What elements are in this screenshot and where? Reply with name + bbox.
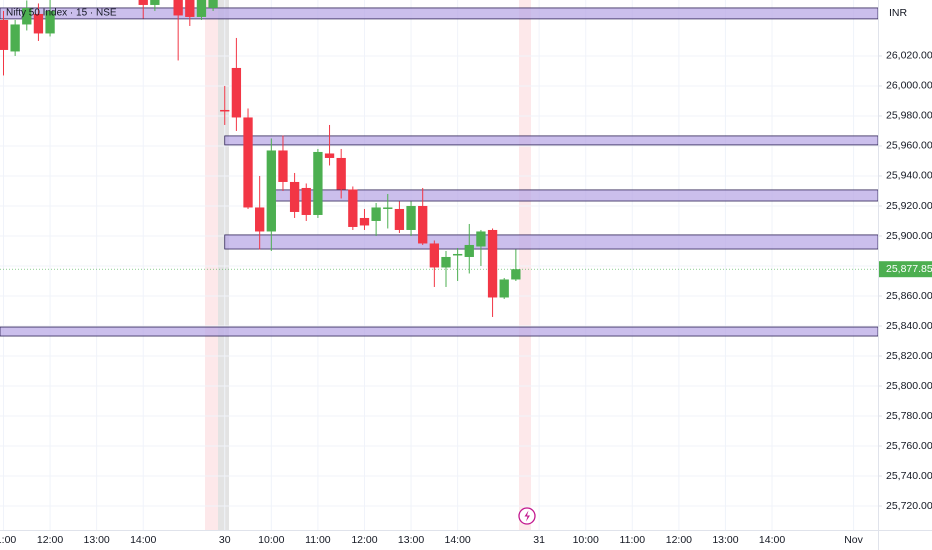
x-tick-label: 10:00 [258,534,284,546]
x-tick-label: 11:00 [620,534,646,546]
zone [224,135,879,146]
x-tick-label: Nov [844,534,863,546]
candle-body [231,67,242,118]
y-tick-label: 25,980.00 [886,110,932,122]
candle-body [499,279,509,298]
candle-body [33,13,44,34]
x-tick-label: 14:00 [444,534,470,546]
candle-body [0,19,9,50]
last-price-box [879,261,932,278]
y-tick-label: 25,820.00 [886,350,932,362]
candle-body [266,150,276,232]
x-tick-label: 12:00 [37,534,63,546]
candle-body [336,157,346,190]
candle-body [173,0,183,16]
candle-body [313,151,323,215]
candle-body [278,150,288,182]
x-tick-label: 13:00 [84,534,110,546]
candle-body [441,256,451,268]
x-tick-label: 14:00 [130,534,156,546]
y-tick-label: 25,800.00 [886,380,932,392]
candle-body [418,205,428,244]
last-price-label: 25,877.85 [886,263,932,275]
candle-body [150,0,160,5]
x-tick-label: 11:00 [305,534,331,546]
candle-body [324,153,335,158]
candle-body [301,187,311,215]
candle-body [138,0,148,5]
chart-title: Nifty 50 Index · 15 · NSE [6,8,117,19]
x-tick-label: 13:00 [398,534,424,546]
x-tick-label: 12:00 [666,534,692,546]
zones [0,7,879,337]
candle-body [196,0,207,17]
y-tick-label: 25,920.00 [886,200,932,212]
y-tick-label: 25,760.00 [886,440,932,452]
axes: 26,020.00 26,000.00 25,980.00 25,960.00 25,9… [0,50,932,546]
candle-body [22,7,32,25]
candle-body [511,269,521,280]
candle-body [464,244,474,257]
y-tick-label: 25,860.00 [886,290,932,302]
candle-body [429,243,439,268]
candle-body [255,207,265,232]
session-band [205,0,218,530]
candle-body [452,253,463,256]
y-tick-label: 25,780.00 [886,410,932,422]
zone [0,326,879,337]
candle-body [476,231,486,247]
y-tick-label: 25,720.00 [886,500,932,512]
candle-body [45,10,55,34]
y-tick-label: 25,900.00 [886,230,932,242]
candle-body [371,207,381,221]
session-band [218,0,229,530]
candle-body [208,0,218,8]
y-tick-label: 26,000.00 [886,80,932,92]
candle-body [220,109,230,112]
candle-body [383,207,393,209]
x-tick-label: 13:00 [712,534,738,546]
x-tick-label: 14:00 [759,534,785,546]
candle-body [394,208,405,230]
event-icon[interactable] [518,507,536,525]
x-tick-label: 31 [533,534,545,546]
x-tick-label: 12:00 [351,534,377,546]
currency-box [879,0,932,26]
candle-body [348,189,358,227]
x-tick-label: 10:00 [573,534,599,546]
y-tick-label: 26,020.00 [886,50,932,62]
currency-label: INR [889,7,908,19]
zone [0,7,879,20]
y-tick-label: 25,940.00 [886,170,932,182]
candle-body [185,0,195,17]
candle-body [243,117,253,208]
candle-body [487,229,498,298]
candle-body [406,205,416,230]
zone [270,189,879,202]
x-tick-label: 30 [219,534,231,546]
y-tick-label: 25,740.00 [886,470,932,482]
y-tick-label: 25,960.00 [886,140,932,152]
grid [0,0,878,530]
candle-body [289,181,300,212]
candle-body [10,24,20,52]
x-tick-label: 11:00 [0,534,16,546]
zone [224,234,879,250]
candles [0,0,521,317]
session-band [519,0,531,530]
y-tick-label: 25,840.00 [886,320,932,332]
candle-body [359,217,370,226]
